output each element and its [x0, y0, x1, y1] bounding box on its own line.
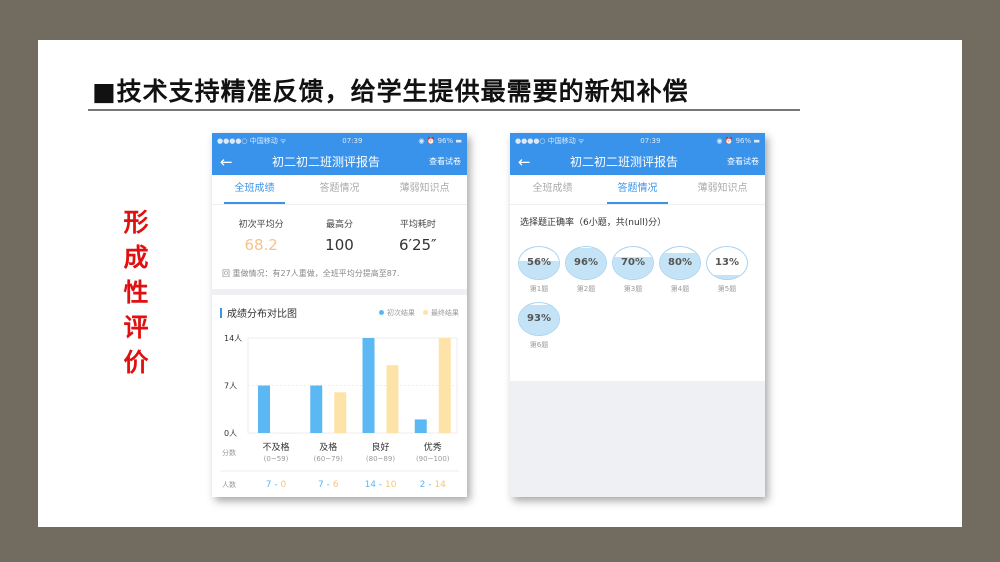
question-item[interactable]: 56% 第1题: [518, 246, 560, 298]
report-title: 初二初二班测评报告: [570, 155, 679, 169]
question-item[interactable]: 93% 第6题: [518, 302, 560, 354]
legend-first-label: 初次结果: [387, 308, 415, 317]
y-tick-label: 7人: [224, 382, 237, 391]
rate-circle: 93%: [518, 302, 560, 336]
battery: ◉ ⏰ 96% ▬: [418, 136, 462, 145]
arrow-left-icon[interactable]: ←: [518, 152, 531, 171]
app-header: ← 初二初二班测评报告 查看试卷: [510, 148, 765, 175]
slide: [38, 40, 962, 527]
x-tick-label: 不及格: [262, 441, 289, 453]
view-exam-link[interactable]: 查看试卷: [429, 157, 461, 166]
rate-circle: 80%: [659, 246, 701, 280]
tab-answers[interactable]: 答题情况: [319, 183, 360, 194]
bar-first: [414, 419, 427, 433]
tab-weak-points[interactable]: 薄弱知识点: [697, 183, 748, 194]
question-item[interactable]: 13% 第5题: [706, 246, 748, 298]
range-label: (80~89): [366, 455, 395, 463]
side-label: 形成性评价: [123, 208, 149, 377]
carrier: ●●●●○ 中国移动 ᯤ: [515, 136, 585, 145]
x-tick-label: 优秀: [424, 441, 442, 453]
clock: 07:39: [342, 136, 363, 145]
range-label: (60~79): [314, 455, 343, 463]
count-label: 7 - 6: [318, 480, 339, 490]
range-label: (0~59): [264, 455, 289, 463]
phone-screenshot-answers: ●●●●○ 中国移动 ᯤ 07:39 ◉ ⏰ 96% ▬ ← 初二初二班测评报告 查看试…: [510, 133, 765, 497]
stat-label: 初次平均分: [238, 220, 284, 230]
question-label: 第3题: [623, 285, 643, 293]
chart-title: 成绩分布对比图: [227, 309, 297, 320]
bar-first: [310, 385, 323, 433]
rate-value: 13%: [715, 257, 739, 268]
clock: 07:39: [640, 136, 661, 145]
legend-first: 初次结果: [379, 308, 415, 318]
range-label: (90~100): [416, 455, 450, 463]
phone-screenshot-scores: ●●●●○ 中国移动 ᯤ 07:39 ◉ ⏰ 96% ▬ ← 初二初二班测评报告 查看试…: [212, 133, 467, 497]
x-tick-label: 良好: [371, 441, 389, 453]
tab-weak-points[interactable]: 薄弱知识点: [399, 183, 450, 194]
bar-final: [386, 365, 399, 433]
count-label: 2 - 14: [420, 480, 446, 490]
arrow-left-icon[interactable]: ←: [220, 152, 233, 171]
chart-header: 成绩分布对比图 初次结果 最终结果: [212, 295, 467, 320]
stat-label: 平均耗时: [399, 220, 436, 230]
stat-max-value: 100: [325, 236, 354, 254]
view-exam-link[interactable]: 查看试卷: [727, 157, 759, 166]
rate-circle: 70%: [612, 246, 654, 280]
question-item[interactable]: 80% 第4题: [659, 246, 701, 298]
rate-circle: 56%: [518, 246, 560, 280]
bar-first: [362, 338, 375, 433]
redo-info: 回 重做情况：有27人重做，全班平均分提高至87.: [222, 269, 400, 278]
question-label: 第2题: [576, 285, 596, 293]
bar-final: [282, 433, 294, 434]
report-title: 初二初二班测评报告: [272, 155, 381, 169]
question-item[interactable]: 96% 第2题: [565, 246, 607, 298]
rate-circle: 13%: [706, 246, 748, 280]
stats-row: 初次平均分 68.2 最高分 100 平均耗时 6′25″: [212, 205, 467, 254]
section-divider: [212, 289, 467, 295]
rate-value: 70%: [621, 257, 645, 268]
status-bar: ●●●●○ 中国移动 ᯤ 07:39 ◉ ⏰ 96% ▬: [212, 133, 467, 148]
rate-value: 96%: [574, 257, 598, 268]
tab-bar: 全班成绩 答题情况 薄弱知识点: [510, 175, 765, 205]
question-label: 第6题: [529, 341, 549, 349]
question-header: 选择题正确率（6小题，共(null)分）: [520, 218, 667, 228]
legend-final-label: 最终结果: [431, 308, 459, 317]
count-label: 14 - 10: [365, 480, 397, 490]
tab-class-scores[interactable]: 全班成绩: [212, 175, 297, 204]
x-tick-label: 及格: [319, 441, 337, 453]
question-label: 第5题: [717, 285, 737, 293]
stat-time-value: 6′25″: [399, 236, 437, 254]
question-label: 第4题: [670, 285, 690, 293]
empty-area: [510, 381, 765, 497]
app-header: ← 初二初二班测评报告 查看试卷: [212, 148, 467, 175]
status-bar: ●●●●○ 中国移动 ᯤ 07:39 ◉ ⏰ 96% ▬: [510, 133, 765, 148]
question-rates: 56% 第1题 96% 第2题 70% 第3题 80% 第4题 13% 第5题 93% 第6题: [510, 238, 765, 354]
legend-final: 最终结果: [423, 308, 459, 318]
slide-title: ■技术支持精准反馈，给学生提供最需要的新知补偿: [92, 77, 689, 106]
battery: ◉ ⏰ 96% ▬: [716, 136, 760, 145]
y-tick-label: 14人: [224, 334, 242, 343]
rate-value: 56%: [527, 257, 551, 268]
count-label: 7 - 0: [266, 480, 287, 490]
carrier: ●●●●○ 中国移动 ᯤ: [217, 136, 287, 145]
question-item[interactable]: 70% 第3题: [612, 246, 654, 298]
bar-final: [438, 338, 451, 433]
y-tick-label: 0人: [224, 429, 237, 438]
stat-avg-value: 68.2: [244, 236, 278, 254]
question-label: 第1题: [529, 285, 549, 293]
rate-value: 93%: [527, 313, 551, 324]
tab-bar: 全班成绩 答题情况 薄弱知识点: [212, 175, 467, 205]
stat-label: 最高分: [325, 220, 353, 230]
tab-class-scores[interactable]: 全班成绩: [532, 183, 573, 194]
count-row-label: 人数: [222, 480, 236, 489]
score-row-label: 分数: [222, 448, 236, 457]
title-divider: [88, 109, 800, 111]
bar-final: [334, 392, 347, 433]
rate-value: 80%: [668, 257, 692, 268]
tab-answers[interactable]: 答题情况: [595, 175, 680, 204]
bar-first: [258, 385, 270, 433]
rate-circle: 96%: [565, 246, 607, 280]
